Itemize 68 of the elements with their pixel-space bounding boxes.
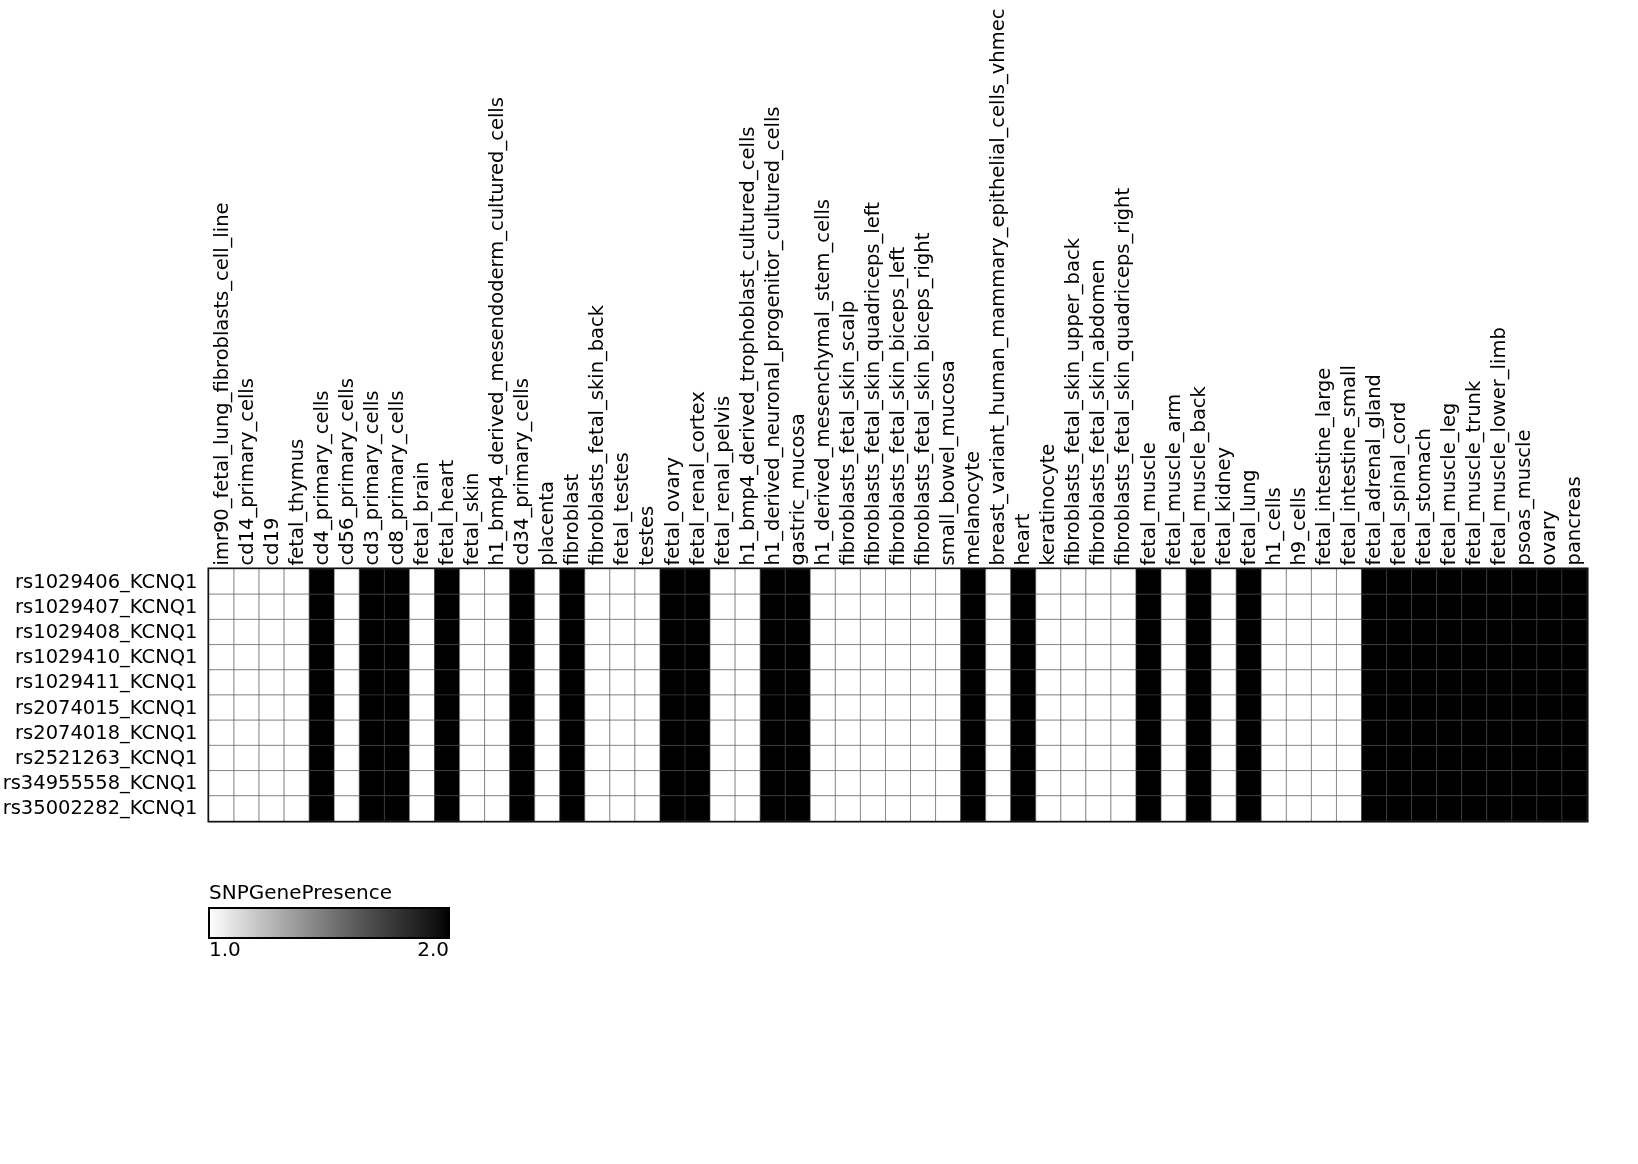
x-tick-label: fibroblasts_fetal_skin_upper_back [1061,237,1085,566]
x-tick-label: cd8_primary_cells [384,390,408,566]
y-tick-label: rs2074015_KCNQ1 [15,695,198,719]
x-tick-label: fibroblasts_fetal_skin_quadriceps_right [1111,187,1135,566]
x-tick-label: small_bowel_mucosa [936,360,960,566]
y-tick-label: rs35002282_KCNQ1 [2,796,198,820]
x-tick-label: h1_cells [1261,487,1285,566]
x-tick-label: fetal_heart [435,459,459,566]
x-tick-label: heart [1011,513,1035,566]
x-tick-label: fibroblasts_fetal_skin_biceps_left [886,246,909,566]
x-tick-label: fibroblasts_fetal_skin_abdomen [1086,259,1110,566]
x-tick-label: fetal_intestine_large [1311,367,1335,566]
x-tick-label: cd19 [259,517,283,566]
x-tick-label: keratinocyte [1036,443,1060,566]
y-tick-label: rs1029408_KCNQ1 [15,620,198,643]
x-tick-label: fetal_kidney [1211,446,1235,566]
x-tick-label: cd34_primary_cells [510,378,534,566]
x-tick-label: fibroblast [560,473,584,566]
x-tick-label: cd56_primary_cells [334,378,358,566]
x-tick-label: h1_bmp4_derived_mesendoderm_cultured_cells [485,97,509,566]
y-tick-label: rs1029410_KCNQ1 [15,645,198,669]
y-tick-label: rs1029411_KCNQ1 [15,670,198,694]
x-tick-label: fetal_renal_pelvis [710,395,734,566]
x-tick-label: fetal_stomach [1412,428,1436,566]
x-tick-label: h1_derived_neuronal_progenitor_cultured_cells [760,106,784,566]
x-tick-label: fetal_muscle_arm [1161,393,1185,566]
x-tick-label: fibroblasts_fetal_skin_biceps_right [911,232,935,566]
y-tick-label: rs1029406_KCNQ1 [15,569,198,593]
x-tick-label: fetal_muscle_back [1186,385,1210,566]
y-tick-label: rs2074018_KCNQ1 [15,720,198,744]
color-bar-label: 2.0 [417,937,449,961]
x-tick-label: fetal_spinal_cord [1387,401,1411,566]
x-tick-label: fetal_muscle_trunk [1462,380,1486,566]
color-bar-title: SNPGenePresence [209,880,392,904]
x-tick-label: h1_derived_mesenchymal_stem_cells [810,199,834,566]
x-tick-label: h9_cells [1286,487,1310,566]
y-tick-label: rs2521263_KCNQ1 [15,746,198,769]
x-tick-label: fetal_brain [409,461,433,566]
x-tick-label: fibroblasts_fetal_skin_back [585,304,609,566]
x-tick-label: fetal_ovary [660,456,684,566]
x-tick-label: cd14_primary_cells [234,378,258,566]
x-tick-label: breast_variant_human_mammary_epithelial_cells_vhmec [986,8,1010,566]
x-tick-label: gastric_mucosa [785,413,809,566]
x-tick-label: h1_bmp4_derived_trophoblast_cultured_cells [735,126,759,566]
x-tick-label: fetal_intestine_small [1336,365,1360,566]
x-tick-label: fetal_thymus [284,438,308,566]
x-tick-label: fetal_muscle_lower_limb [1487,327,1511,566]
x-tick-label: fibroblasts_fetal_skin_quadriceps_left [860,201,884,566]
x-tick-label: imr90_fetal_lung_fibroblasts_cell_line [209,202,233,566]
x-tick-label: psoas_muscle [1512,429,1536,566]
x-tick-label: testes [635,505,659,566]
x-tick-label: fetal_adrenal_gland [1362,374,1386,566]
x-tick-label: fetal_testes [610,452,634,566]
x-tick-label: cd3_primary_cells [359,390,383,566]
y-tick-label: rs1029407_KCNQ1 [15,594,198,618]
x-tick-label: ovary [1537,510,1561,566]
x-tick-label: fetal_muscle_leg [1437,402,1461,566]
x-tick-label: fetal_renal_cortex [685,391,709,566]
x-tick-label: cd4_primary_cells [309,390,333,566]
x-tick-label: placenta [535,481,559,566]
x-tick-label: fibroblasts_fetal_skin_scalp [835,300,859,566]
x-tick-label: fetal_skin [460,472,484,566]
x-tick-label: melanocyte [961,450,985,566]
x-tick-label: fetal_muscle [1136,442,1160,566]
y-tick-label: rs34955558_KCNQ1 [2,771,198,795]
x-tick-label: pancreas [1562,476,1586,566]
color-bar-label: 1.0 [209,937,241,961]
x-tick-label: fetal_lung [1236,469,1260,566]
